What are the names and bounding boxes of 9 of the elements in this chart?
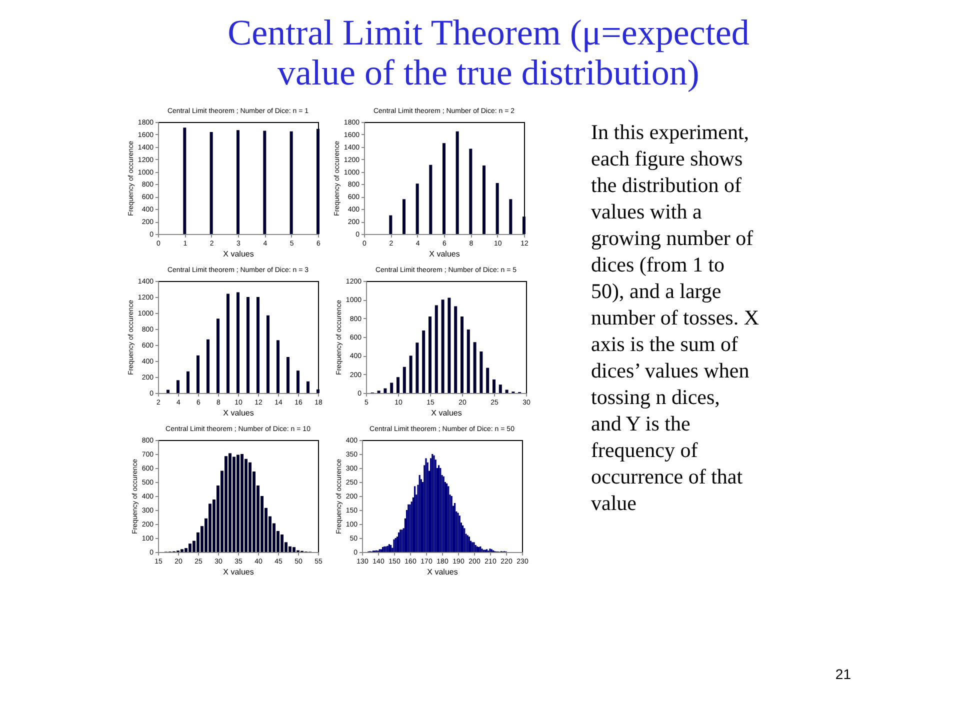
x-axis-title: X values [223,250,254,258]
text: In this experiment, each figure shows the distribution of values with a growing number of dices (from 1 to 50), and a large number of tosses. X axis is the sum of dices’ values when tossing n dices, and Y is the frequency of occurrence of that value [591,120,759,515]
x-axis-title: X values [223,568,254,576]
x-axis-title: X values [427,568,458,576]
x-axis-title: X values [431,408,462,418]
x-axis-title: X values [223,408,254,418]
text: 21 [835,666,852,682]
text: Central Limit Theorem (μ=expected value of the true distribution) [228,12,750,92]
x-axis-title: X values [429,250,460,258]
